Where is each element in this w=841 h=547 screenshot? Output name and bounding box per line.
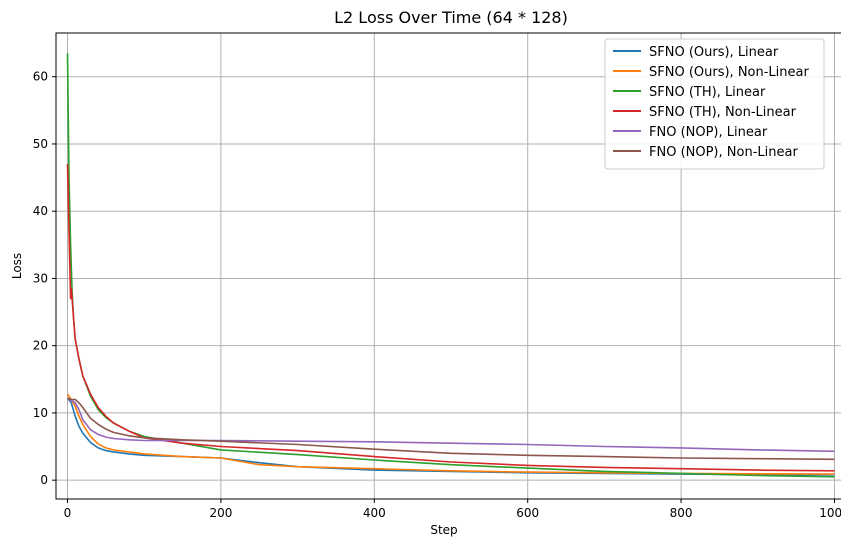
legend: SFNO (Ours), Linear SFNO (Ours), Non-Line… xyxy=(604,38,825,170)
y-tick-label: 40 xyxy=(33,204,48,218)
x-tick-label: 400 xyxy=(363,506,386,520)
grid xyxy=(56,33,841,499)
series-line-sfno-ours-non-linear xyxy=(66,393,835,475)
series-line-sfno-th-non-linear xyxy=(66,164,835,472)
x-axis-label: Step xyxy=(430,523,457,537)
series-line-fno-nop-non-linear xyxy=(67,397,835,461)
x-tick-label: 0 xyxy=(64,506,72,520)
legend-box xyxy=(604,38,825,170)
y-tick-label: 0 xyxy=(40,473,48,487)
y-tick-label: 50 xyxy=(33,137,48,151)
legend-label: SFNO (TH), Non-Linear xyxy=(649,105,797,120)
series-lines xyxy=(66,53,835,478)
y-tick-label: 20 xyxy=(33,339,48,353)
legend-label: SFNO (TH), Linear xyxy=(649,85,766,100)
legend-label: SFNO (Ours), Non-Linear xyxy=(649,65,809,80)
legend-label: SFNO (Ours), Linear xyxy=(649,45,779,60)
y-tick-label: 30 xyxy=(33,271,48,285)
y-tick-label: 10 xyxy=(33,406,48,420)
x-tick-label: 600 xyxy=(516,506,539,520)
x-tick-label: 200 xyxy=(209,506,232,520)
axes-frame xyxy=(55,32,841,500)
series-line-fno-nop-linear xyxy=(67,398,835,453)
legend-label: FNO (NOP), Non-Linear xyxy=(649,145,798,160)
x-tick-label: 800 xyxy=(670,506,693,520)
y-tick-label: 60 xyxy=(33,70,48,84)
legend-label: FNO (NOP), Linear xyxy=(649,125,768,140)
chart-title: L2 Loss Over Time (64 * 128) xyxy=(334,8,568,27)
y-axis-label: Loss xyxy=(10,253,24,279)
